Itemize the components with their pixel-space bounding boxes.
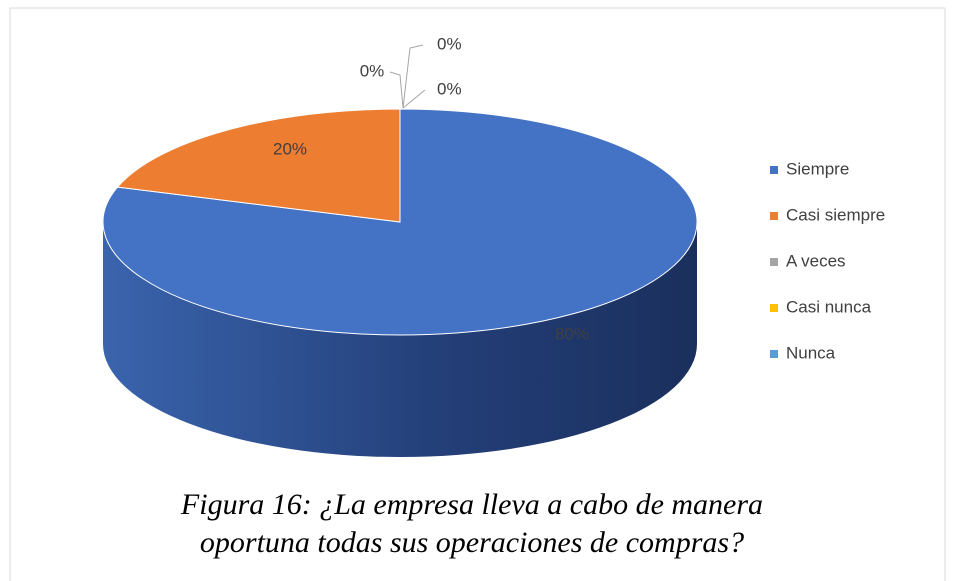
leader-line [389,71,404,109]
data-label: 20% [273,139,307,158]
caption: Figura 16: ¿La empresa lleva a cabo de m… [180,488,763,521]
legend-label: Casi nunca [786,297,872,316]
legend-swatch [770,350,778,358]
slice [116,108,401,223]
data-label: 0% [437,34,462,53]
legend-label: Siempre [786,159,849,178]
chart-border [9,7,946,581]
caption: oportuna todas sus operaciones de compra… [200,526,744,559]
data-label: 0% [437,79,462,98]
leader-line [402,44,424,109]
data-label: 0% [360,61,385,80]
slice-side [103,222,697,457]
data-label: 80% [555,324,589,343]
legend-swatch [770,212,778,220]
legend-swatch [770,258,778,266]
leader-line [402,89,426,109]
legend-label: A veces [786,251,846,270]
legend-label: Casi siempre [786,205,885,224]
legend-label: Nunca [786,343,836,362]
legend-swatch [770,166,778,174]
legend-swatch [770,304,778,312]
